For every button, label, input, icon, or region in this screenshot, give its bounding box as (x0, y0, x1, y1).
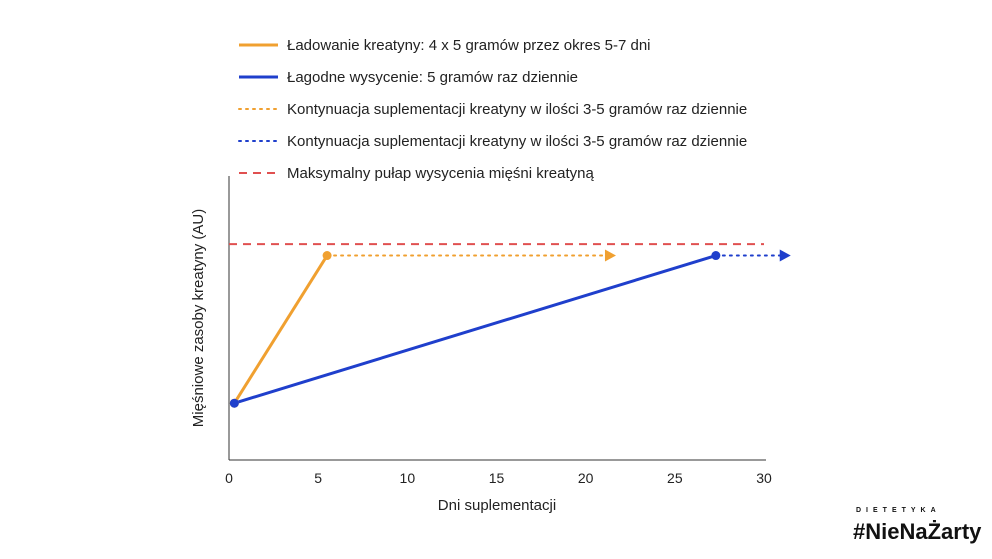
brand-name: #NieNaŻarty (853, 519, 982, 544)
legend-label-1: Łagodne wysycenie: 5 gramów raz dziennie (287, 69, 578, 86)
x-tick-label-6: 30 (756, 470, 772, 486)
x-tick-label-4: 20 (578, 470, 594, 486)
legend-label-2: Kontynuacja suplementacji kreatyny w ilo… (287, 101, 747, 118)
brand-logo: DIETETYKA #NieNaŻarty (853, 507, 982, 544)
x-tick-label-3: 15 (489, 470, 505, 486)
x-tick-label-5: 25 (667, 470, 683, 486)
legend-label-4: Maksymalny pułap wysycenia mięśni kreaty… (287, 165, 594, 182)
series-point-0-1 (322, 251, 332, 261)
series-layer (229, 243, 791, 408)
legend-label-3: Kontynuacja suplementacji kreatyny w ilo… (287, 133, 747, 150)
series-point-1-1 (711, 251, 721, 261)
series-line-1 (233, 254, 717, 405)
x-tick-label-2: 10 (400, 470, 416, 486)
legend: Ładowanie kreatyny: 4 x 5 gramów przez o… (238, 37, 747, 182)
legend-label-0: Ładowanie kreatyny: 4 x 5 gramów przez o… (287, 37, 651, 54)
x-ticks: 0 5 10 15 20 25 30 (225, 470, 772, 486)
x-tick-label-1: 5 (314, 470, 322, 486)
y-axis-label: Mięśniowe zasoby kreatyny (AU) (190, 209, 207, 427)
series-line-0 (233, 254, 329, 404)
x-tick-label-0: 0 (225, 470, 233, 486)
brand-subtitle: DIETETYKA (856, 507, 941, 514)
series-arrow-3 (779, 249, 791, 262)
series-point-1-0 (229, 398, 239, 408)
series-arrow-2 (604, 249, 616, 262)
plot-area: 0 5 10 15 20 25 30 (225, 176, 791, 486)
x-axis-label: Dni suplementacji (438, 497, 556, 514)
